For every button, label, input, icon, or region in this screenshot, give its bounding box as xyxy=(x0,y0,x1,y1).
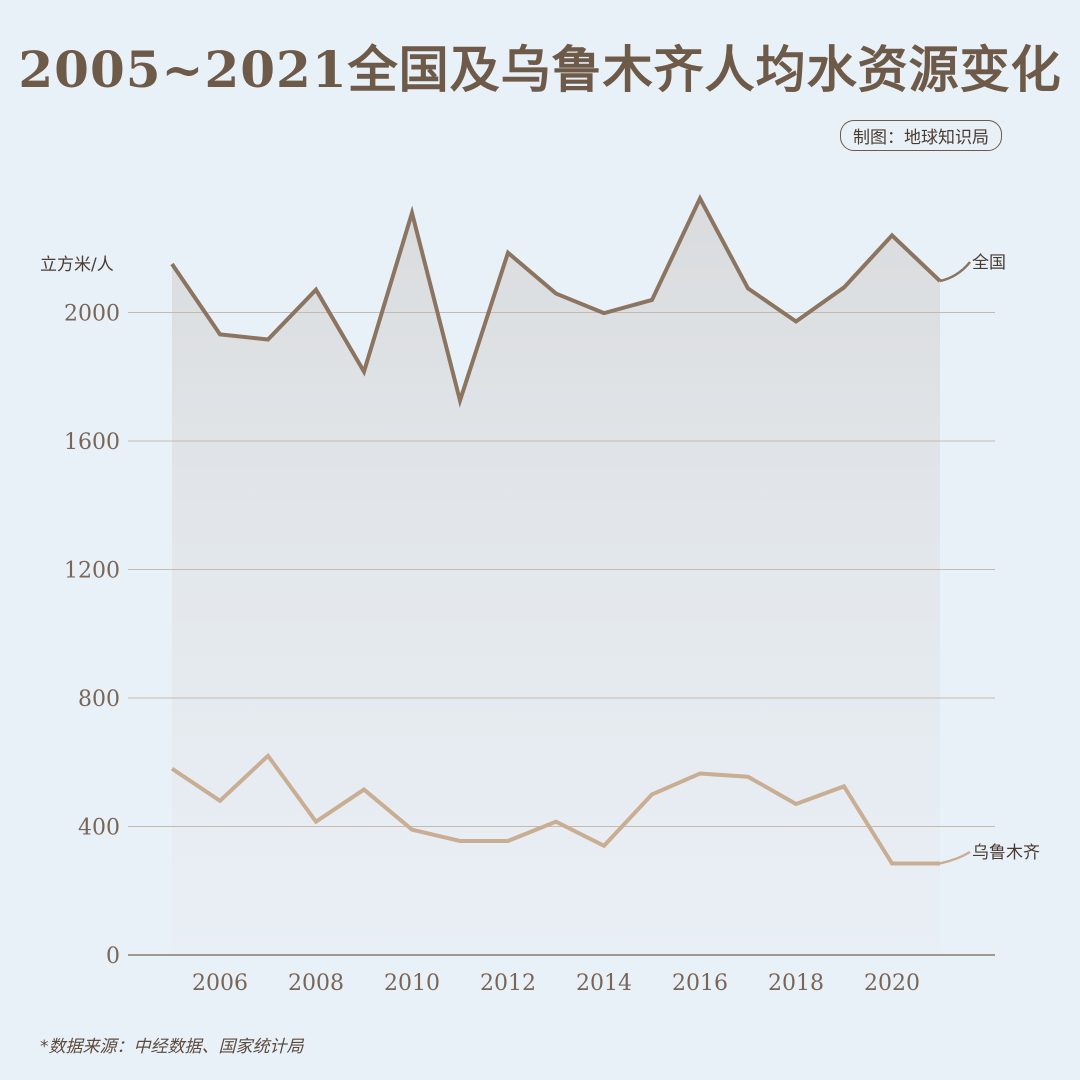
series-label-0: 全国 xyxy=(972,253,1006,273)
x-tick-label: 2020 xyxy=(864,971,920,996)
y-tick-label: 1600 xyxy=(64,430,120,455)
series-leader-line xyxy=(939,261,971,283)
data-source-note: *数据来源：中经数据、国家统计局 xyxy=(40,1037,304,1057)
y-tick-label: 400 xyxy=(78,816,120,841)
x-tick-label: 2012 xyxy=(480,971,536,996)
y-tick-label: 0 xyxy=(106,944,120,969)
x-tick-label: 2010 xyxy=(384,971,440,996)
y-tick-label: 2000 xyxy=(64,302,120,327)
series-leader-line xyxy=(939,850,971,865)
y-axis-label: 立方米/人 xyxy=(40,255,114,275)
y-tick-label: 800 xyxy=(78,687,120,712)
x-tick-label: 2006 xyxy=(192,971,248,996)
x-tick-label: 2016 xyxy=(672,971,728,996)
series-label-1: 乌鲁木齐 xyxy=(972,843,1040,863)
x-tick-label: 2018 xyxy=(768,971,824,996)
page-title: 2005~2021全国及乌鲁木齐人均水资源变化 xyxy=(18,40,1062,99)
credit-badge: 制图：地球知识局 xyxy=(840,120,1002,151)
area-fill-national xyxy=(172,198,940,956)
y-tick-label: 1200 xyxy=(64,559,120,584)
x-tick-label: 2014 xyxy=(576,971,632,996)
x-tick-label: 2008 xyxy=(288,971,344,996)
